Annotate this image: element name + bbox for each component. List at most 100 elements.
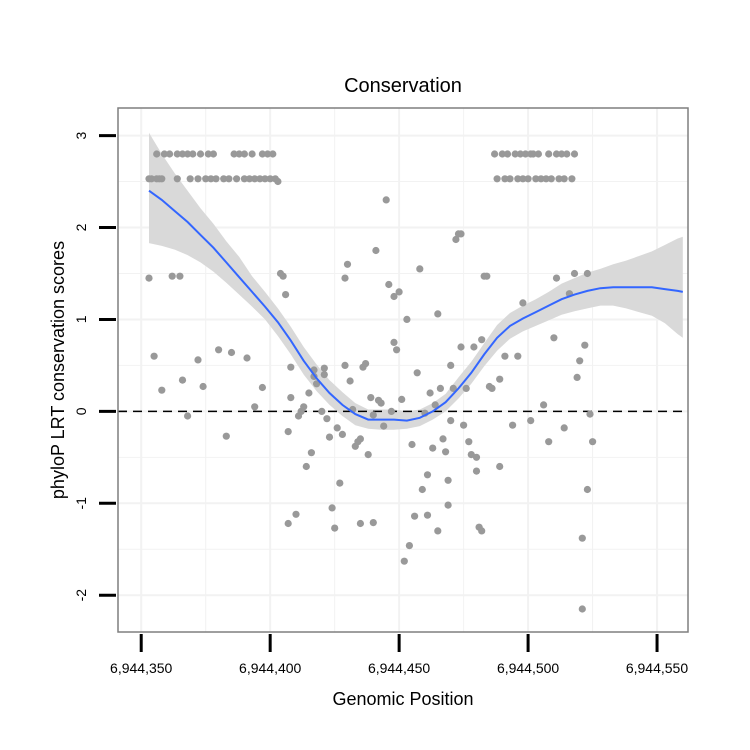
data-point <box>452 235 460 244</box>
data-point <box>341 274 349 282</box>
data-point <box>320 364 328 372</box>
data-point <box>462 384 470 392</box>
data-point <box>209 150 217 158</box>
data-point <box>387 407 395 415</box>
data-point <box>501 352 509 360</box>
data-point <box>586 410 594 418</box>
data-point <box>390 292 398 301</box>
data-point <box>274 177 282 186</box>
data-point <box>207 175 215 183</box>
data-point <box>343 260 352 268</box>
confidence-ribbon <box>149 132 683 430</box>
data-point <box>318 407 326 415</box>
x-axis: 6,944,350 6,944,400 6,944,450 6,944,500 6,94… <box>110 634 688 676</box>
data-point <box>178 376 187 384</box>
y-tick-label: 1 <box>73 315 89 323</box>
data-point <box>483 272 491 280</box>
data-point <box>434 310 442 318</box>
data-point <box>426 389 434 397</box>
data-point <box>184 412 192 420</box>
data-point <box>362 360 370 368</box>
data-point <box>178 150 187 158</box>
y-tick-label: 3 <box>73 131 89 139</box>
data-point <box>184 150 192 158</box>
data-point <box>168 272 176 280</box>
data-point <box>560 424 568 432</box>
data-point <box>325 433 334 441</box>
data-point <box>405 542 413 550</box>
data-point <box>245 175 254 183</box>
x-tick-label: 6,944,550 <box>626 660 688 676</box>
data-point <box>540 401 548 409</box>
data-point <box>158 175 166 183</box>
data-point <box>411 512 419 520</box>
data-point <box>382 196 390 204</box>
data-point <box>307 449 315 457</box>
data-point <box>220 175 228 183</box>
data-point <box>227 348 236 357</box>
data-point <box>537 175 545 183</box>
data-point <box>552 274 561 282</box>
data-point <box>527 417 535 425</box>
data-point <box>398 395 406 403</box>
y-axis: -2 -1 0 1 2 3 <box>73 131 116 601</box>
data-point <box>380 422 388 430</box>
data-point <box>439 435 447 443</box>
data-point <box>558 150 566 158</box>
data-point <box>292 510 300 518</box>
data-point <box>153 150 161 158</box>
data-point <box>447 417 455 425</box>
data-point <box>434 527 442 535</box>
data-point <box>493 175 501 183</box>
data-point <box>395 288 403 296</box>
data-point <box>356 435 364 443</box>
data-point <box>570 269 579 278</box>
data-point <box>287 363 295 371</box>
data-point <box>367 394 375 402</box>
data-point <box>243 354 251 362</box>
data-point <box>403 315 411 323</box>
y-axis-label: phyloP LRT conservation scores <box>48 241 68 499</box>
x-tick-label: 6,944,350 <box>110 660 172 676</box>
data-point <box>444 501 452 509</box>
data-point <box>215 346 223 354</box>
data-point <box>186 175 194 183</box>
data-point <box>524 175 532 183</box>
data-point <box>429 444 437 452</box>
y-tick-label: -1 <box>73 497 89 510</box>
data-point <box>501 175 509 183</box>
data-point <box>583 485 592 494</box>
data-point <box>356 519 364 528</box>
data-point <box>282 291 290 299</box>
data-point <box>160 150 168 158</box>
data-point <box>248 150 256 158</box>
data-point <box>199 382 207 391</box>
data-point <box>472 453 481 461</box>
x-tick-label: 6,944,400 <box>239 660 301 676</box>
data-point <box>418 485 426 494</box>
data-point <box>447 361 455 369</box>
data-point <box>212 175 220 183</box>
data-point <box>465 438 473 446</box>
y-tick-label: 2 <box>73 223 89 231</box>
data-point <box>488 384 496 392</box>
data-point <box>145 274 153 282</box>
data-point <box>506 175 514 183</box>
data-point <box>194 356 202 364</box>
data-point <box>251 175 259 183</box>
x-tick-label: 6,944,450 <box>368 660 430 676</box>
y-tick-label: 0 <box>73 407 89 415</box>
data-point <box>508 421 517 429</box>
data-point <box>369 519 377 527</box>
data-point <box>578 605 586 613</box>
data-point <box>147 175 156 183</box>
data-point <box>568 175 576 183</box>
data-point <box>372 246 380 255</box>
data-point <box>235 150 243 158</box>
data-point <box>545 438 553 446</box>
data-point <box>369 411 377 419</box>
data-point <box>519 299 527 307</box>
data-point <box>305 389 313 397</box>
data-point <box>328 504 336 512</box>
